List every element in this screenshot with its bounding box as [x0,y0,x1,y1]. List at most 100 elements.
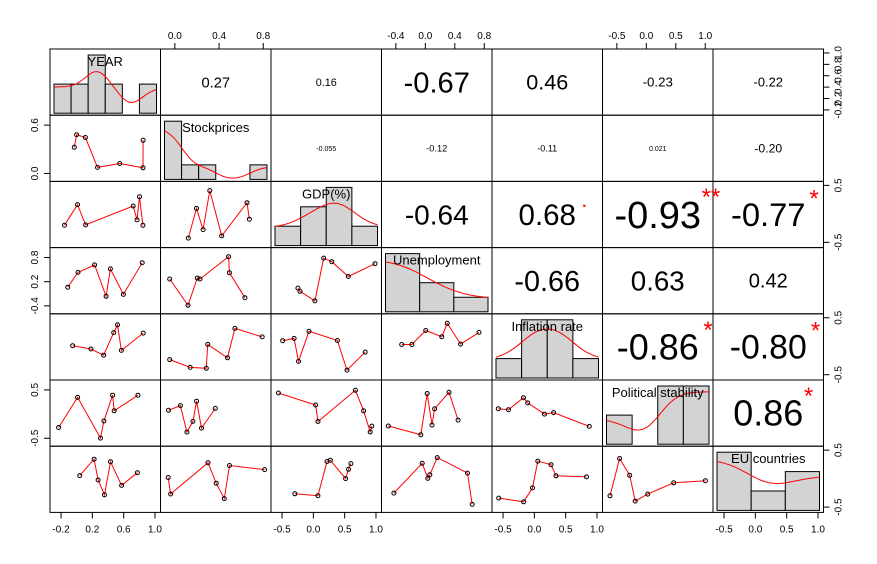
panel-6-2 [270,445,382,513]
smooth-line-6-3 [393,456,473,505]
correlation-1-4: -0.11 [537,143,557,153]
scatter-point-4-3-6 [476,329,482,335]
scatter-point-6-5-6 [702,478,708,484]
scatter-point-2-1-2 [200,227,206,233]
panel-3-2 [270,247,382,315]
scatter-point-3-1-1 [185,302,191,308]
density-curve-5 [606,391,709,431]
smooth-line-5-4 [498,396,590,427]
correlation-0-5: -0.23 [643,75,673,90]
scatter-point-6-3-0 [391,490,397,496]
scatter-point-1-0-5 [140,165,146,171]
panel-4-0 [49,313,161,381]
scatter-point-5-0-6 [135,392,141,398]
scatter-point-5-2-2 [315,419,321,424]
left-tick-label-5-1: 0.5 [30,383,41,397]
scatter-point-1-0-3 [95,164,100,170]
scatter-point-1-0-2 [82,135,88,140]
histogram-bar-3-2 [453,296,489,313]
top-tick-label-5-2: 0.5 [669,31,683,42]
smooth-line-6-2 [294,459,352,497]
right-tick-label-0-4: 0.8 [834,57,845,71]
correlation-1-2: -0.055 [316,146,336,153]
correlation-3-5: 0.63 [631,265,685,296]
histogram-bar-2-2 [325,186,353,247]
histogram-bar-6-1 [750,490,786,511]
top-tick-label-5-0: -0.5 [608,31,626,42]
smooth-line-1-0 [73,134,144,169]
histogram-bar-5-0 [606,414,633,445]
histogram-bar-4-3 [572,358,599,379]
right-tick-label-4-0: -0.5 [834,366,845,384]
histogram-bar-1-2 [198,164,217,180]
scatter-point-5-3-4 [432,406,438,412]
scatter-point-5-3-3 [429,422,435,428]
right-tick-label-6-0: -0.5 [834,498,845,516]
smooth-line-6-0 [79,458,138,497]
scatter-point-5-0-4 [110,392,116,398]
scatter-point-6-1-5 [227,463,232,468]
significance-2-6: * [809,185,818,212]
scatter-point-6-2-5 [346,466,351,472]
scatter-point-5-4-2 [521,395,526,401]
bottom-tick-label-4-2: 0.5 [559,524,573,535]
scatter-point-5-2-4 [361,408,367,414]
correlation-4-6: -0.80 [730,329,807,367]
correlation-0-6: -0.22 [754,75,783,90]
smooth-line-6-4 [498,460,587,503]
right-tick-label-2-0: -0.5 [834,233,845,251]
bottom-tick-label-2-1: 0.0 [306,524,320,535]
scatter-point-6-4-1 [521,499,527,505]
scatter-point-1-0-1 [74,132,80,138]
scatter-point-6-4-6 [584,474,589,480]
smooth-line-5-1 [168,401,216,434]
variable-name-1: Stockprices [182,120,250,135]
scatter-point-5-4-4 [542,411,547,417]
scatter-point-6-1-6 [262,467,268,473]
scatter-point-5-1-2 [184,429,190,435]
scatter-point-3-0-1 [75,269,81,275]
correlation-3-4: -0.66 [514,266,580,298]
density-curve-6 [716,461,820,484]
significance-4-6: * [811,317,820,344]
scatter-point-6-5-1 [617,456,623,461]
scatter-point-6-0-4 [108,459,113,465]
left-tick-label-5-0: -0.5 [30,429,41,447]
scatter-point-4-2-0 [280,338,286,344]
top-tick-label-3-2: 0.4 [448,31,462,42]
correlation-3-6: 0.42 [749,271,788,293]
scatter-point-2-1-6 [246,216,252,222]
scatter-point-6-4-4 [548,462,554,468]
density-curve-0 [54,71,157,104]
scatter-point-6-3-3 [427,472,433,478]
density-curve-2 [274,202,378,227]
panel-5-4 [491,379,603,447]
scatter-point-1-0-6 [140,137,146,143]
scatter-point-2-1-0 [185,235,191,241]
bottom-tick-label-0-1: 0.2 [85,524,99,535]
density-curve-1 [164,130,268,179]
histogram-bar-3-1 [419,282,455,313]
scatter-point-2-1-1 [194,205,199,211]
variable-name-4: Inflation rate [511,319,583,334]
scatter-point-5-0-5 [111,408,117,414]
histogram-bar-2-1 [300,206,327,247]
right-tick-label-0-1: 0.2 [834,91,845,105]
scatter-point-6-3-2 [425,475,431,481]
bottom-tick-label-2-3: 1.0 [369,524,383,535]
correlation-2-3: -0.64 [405,199,469,230]
scatter-point-2-0-2 [83,222,89,228]
top-tick-label-3-3: 0.8 [477,31,491,42]
correlation-2-4: 0.68 [519,199,576,232]
scatter-point-4-0-5 [118,347,124,353]
scatter-point-3-0-3 [103,293,109,299]
scatter-point-5-2-3 [352,387,358,393]
smooth-line-2-1 [187,190,250,239]
histogram-bar-4-0 [495,358,523,379]
panel-5-0 [49,379,161,447]
correlation-4-5: -0.86 [617,326,699,367]
scatter-point-6-2-4 [343,476,349,482]
scatter-point-6-1-1 [168,491,174,497]
scatter-point-4-1-3 [205,341,211,347]
scatter-point-4-3-5 [458,341,464,347]
